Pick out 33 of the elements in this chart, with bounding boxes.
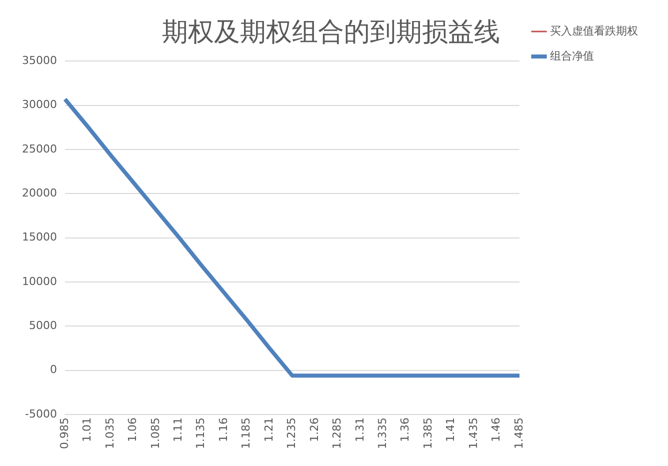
x-tick-label: 1.26 bbox=[308, 418, 321, 442]
x-tick-label: 1.21 bbox=[262, 418, 276, 442]
y-tick-label: 10000 bbox=[22, 274, 57, 288]
x-tick-label: 1.435 bbox=[466, 418, 480, 450]
chart-title: 期权及期权组合的到期损益线 bbox=[162, 17, 500, 48]
x-tick-label: 1.16 bbox=[216, 418, 230, 442]
legend-label: 组合净值 bbox=[550, 49, 594, 62]
x-tick-label: 1.035 bbox=[103, 418, 116, 450]
y-tick-label: 30000 bbox=[22, 98, 57, 112]
x-tick-label: 1.06 bbox=[126, 418, 140, 442]
x-tick-label: 1.285 bbox=[330, 418, 344, 450]
x-tick-label: 1.085 bbox=[148, 418, 162, 450]
y-tick-label: 35000 bbox=[22, 54, 57, 68]
x-tick-label: 1.335 bbox=[376, 418, 390, 450]
x-tick-label: 1.185 bbox=[240, 418, 253, 450]
x-tick-label: 1.135 bbox=[194, 418, 208, 450]
x-tick-label: 0.985 bbox=[58, 418, 71, 450]
x-tick-label: 1.01 bbox=[80, 418, 94, 442]
y-tick-label: 0 bbox=[50, 363, 57, 376]
y-tick-label: 25000 bbox=[22, 142, 57, 156]
y-tick-label: 20000 bbox=[22, 186, 57, 200]
y-tick-label: 5000 bbox=[28, 319, 57, 332]
legend-label: 买入虚值看跌期权 bbox=[550, 24, 638, 38]
x-tick-label: 1.36 bbox=[398, 418, 412, 442]
x-tick-label: 1.46 bbox=[490, 418, 503, 442]
x-tick-label: 1.235 bbox=[285, 418, 298, 450]
x-tick-label: 1.485 bbox=[512, 418, 526, 450]
x-tick-label: 1.11 bbox=[171, 418, 184, 442]
x-tick-label: 1.385 bbox=[421, 418, 434, 450]
x-tick-label: 1.41 bbox=[444, 418, 458, 442]
y-tick-label: -5000 bbox=[25, 407, 57, 420]
y-tick-label: 15000 bbox=[22, 230, 57, 244]
x-tick-label: 1.31 bbox=[353, 418, 366, 442]
